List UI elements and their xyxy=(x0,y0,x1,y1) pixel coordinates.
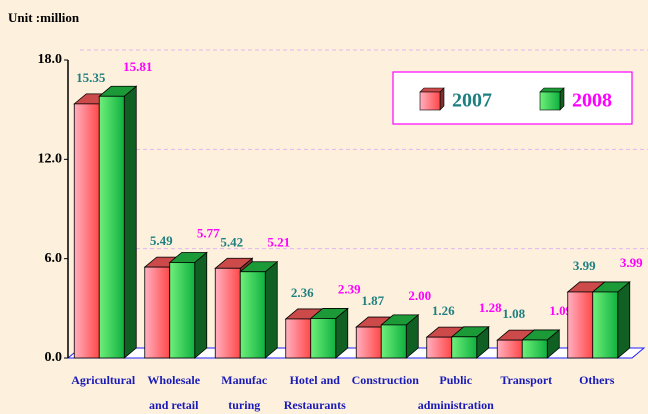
value-label: 2.36 xyxy=(291,285,314,300)
y-tick-label: 18.0 xyxy=(38,52,63,67)
x-tick-label: Restaurants xyxy=(284,398,346,412)
bar xyxy=(592,291,619,359)
legend-swatch xyxy=(539,91,561,111)
bar-side xyxy=(617,281,631,359)
legend-swatch xyxy=(419,91,441,111)
bar-side xyxy=(264,260,278,359)
legend-label: 2007 xyxy=(452,90,492,112)
value-label: 1.09 xyxy=(549,303,572,318)
unit-label: Unit :million xyxy=(8,10,80,25)
bar xyxy=(98,95,125,359)
x-tick-label: and retail xyxy=(149,398,199,412)
x-tick-label: Manufac xyxy=(221,373,268,387)
value-label: 1.08 xyxy=(502,306,525,321)
value-label: 5.42 xyxy=(220,234,243,249)
value-label: 1.26 xyxy=(432,303,455,318)
bar xyxy=(521,339,548,359)
x-tick-label: administration xyxy=(418,398,494,412)
x-tick-label: turing xyxy=(228,398,260,412)
value-label: 2.00 xyxy=(408,288,431,303)
bar xyxy=(567,291,594,359)
value-label: 3.99 xyxy=(620,255,643,270)
legend: 2007 2008 xyxy=(392,71,633,125)
value-label: 15.81 xyxy=(123,59,152,74)
value-label: 5.21 xyxy=(267,235,290,250)
bar-3d xyxy=(591,281,631,359)
x-tick-label: Hotel and xyxy=(290,373,341,387)
legend-box xyxy=(392,71,633,125)
bar xyxy=(214,267,241,359)
bar xyxy=(73,103,100,359)
bar xyxy=(169,262,196,359)
x-tick-label: Others xyxy=(579,373,615,387)
legend-swatch-side xyxy=(439,87,445,111)
bar-side xyxy=(194,251,208,359)
x-tick-label: Public xyxy=(439,373,472,387)
legend-swatch-side xyxy=(559,87,565,111)
bar xyxy=(496,339,523,359)
y-tick-label: 0.0 xyxy=(45,350,63,365)
bar xyxy=(285,318,312,359)
x-tick-label: Transport xyxy=(500,373,552,387)
y-tick-label: 6.0 xyxy=(45,251,63,266)
legend-label: 2008 xyxy=(572,90,612,112)
value-label: 1.87 xyxy=(361,293,384,308)
bar-3d xyxy=(380,314,420,359)
bar xyxy=(451,336,478,359)
value-label: 3.99 xyxy=(573,258,596,273)
value-label: 5.77 xyxy=(197,225,220,240)
bar xyxy=(310,318,337,359)
bar xyxy=(144,266,171,359)
value-label: 2.39 xyxy=(338,281,361,296)
bar xyxy=(380,324,407,359)
x-tick-label: Construction xyxy=(352,373,420,387)
y-tick-label: 12.0 xyxy=(38,152,63,167)
x-tick-label: Wholesale xyxy=(147,373,200,387)
value-label: 15.35 xyxy=(76,70,106,85)
bar-3d xyxy=(168,251,208,359)
bar-3d xyxy=(450,325,490,359)
bar-3d xyxy=(98,85,138,359)
bar xyxy=(355,326,382,359)
bar xyxy=(426,336,453,359)
bar-3d xyxy=(239,260,279,359)
value-label: 1.28 xyxy=(479,300,502,315)
bar-3d xyxy=(521,329,561,359)
bar xyxy=(239,271,266,359)
x-tick-label: Agricultural xyxy=(71,373,136,387)
bar-side xyxy=(123,85,137,359)
bar-3d xyxy=(309,307,349,359)
value-label: 5.49 xyxy=(150,233,173,248)
